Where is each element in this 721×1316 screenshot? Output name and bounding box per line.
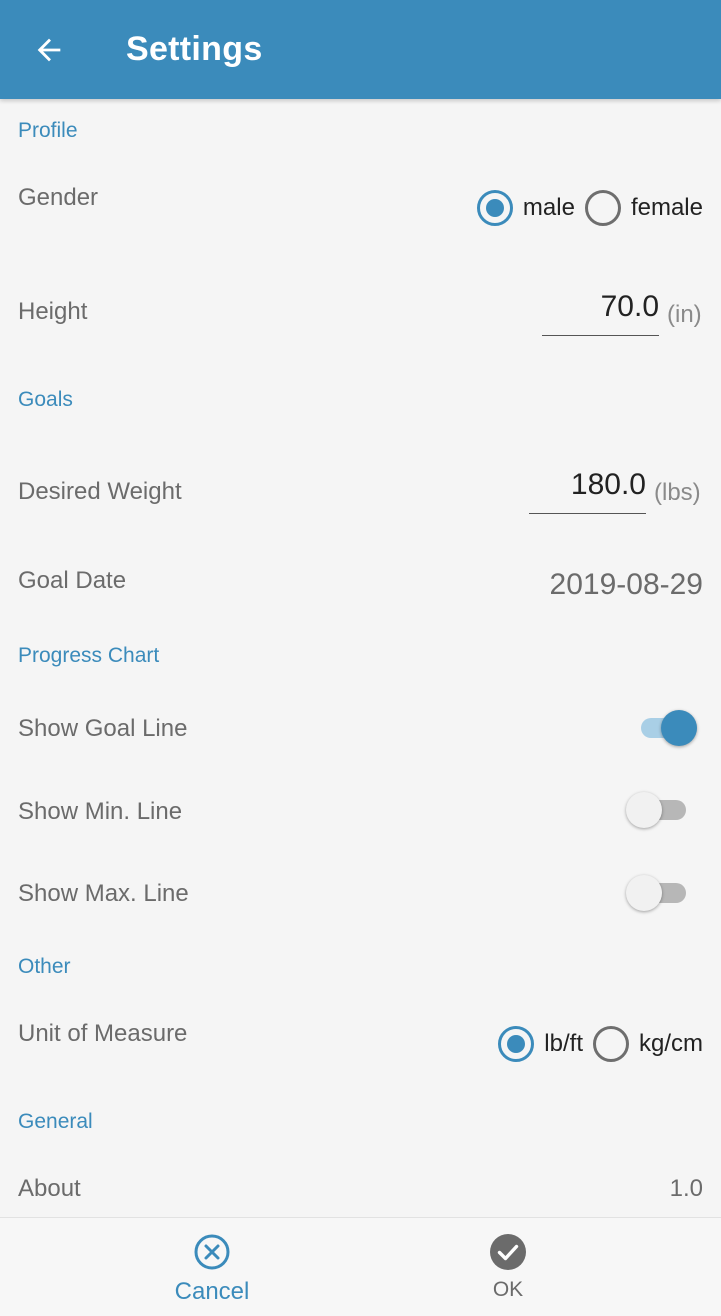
show-min-line-label: Show Min. Line (18, 798, 183, 825)
ok-button[interactable]: OK (328, 1218, 688, 1316)
radio-button-male[interactable] (476, 190, 513, 226)
bottom-action-bar: Cancel OK (0, 1217, 721, 1316)
cancel-button[interactable]: Cancel (32, 1218, 392, 1316)
toggle-thumb (626, 792, 662, 828)
ok-label: OK (492, 1278, 524, 1301)
check-circle-icon (490, 1234, 526, 1270)
desired-weight-input[interactable]: 180.0 (529, 466, 646, 514)
unit-of-measure-label: Unit of Measure (18, 1020, 188, 1047)
radio-label-kg-cm: kg/cm (638, 1030, 703, 1057)
height-unit: (in) (667, 301, 702, 328)
goal-date-label: Goal Date (18, 567, 127, 594)
section-header-profile: Profile (18, 119, 78, 142)
gender-label: Gender (18, 184, 99, 211)
goal-date-value[interactable]: 2019-08-29 (549, 568, 703, 601)
unit-option-lb-ft[interactable]: lb/ft (498, 1026, 593, 1062)
height-label: Height (18, 298, 88, 325)
back-button[interactable] (26, 27, 72, 73)
section-header-goals: Goals (18, 388, 73, 411)
radio-label-male: male (522, 194, 575, 221)
cancel-label: Cancel (174, 1278, 250, 1305)
show-max-line-label: Show Max. Line (18, 880, 189, 907)
radio-button-lb-ft[interactable] (498, 1026, 535, 1062)
app-bar: Settings (0, 0, 721, 99)
arrow-left-icon (37, 38, 61, 62)
radio-label-female: female (630, 194, 703, 221)
show-goal-line-label: Show Goal Line (18, 715, 188, 742)
gender-option-male[interactable]: male (476, 190, 585, 226)
show-min-line-toggle[interactable] (626, 791, 688, 828)
unit-radio-group: lb/ft kg/cm (498, 1026, 703, 1062)
page-title: Settings (126, 30, 263, 68)
desired-weight-label: Desired Weight (18, 478, 182, 505)
gender-option-female[interactable]: female (584, 190, 703, 226)
gender-radio-group: male female (476, 190, 703, 226)
section-header-general: General (18, 1110, 93, 1133)
radio-button-kg-cm[interactable] (592, 1026, 629, 1062)
toggle-thumb (626, 875, 662, 911)
section-header-progress-chart: Progress Chart (18, 644, 160, 667)
circle-x-icon (194, 1234, 230, 1270)
unit-option-kg-cm[interactable]: kg/cm (592, 1026, 703, 1062)
desired-weight-unit: (lbs) (654, 479, 701, 506)
about-label: About (18, 1175, 81, 1202)
radio-label-lb-ft: lb/ft (544, 1030, 583, 1057)
about-version-value: 1.0 (669, 1175, 703, 1202)
height-input[interactable]: 70.0 (542, 288, 659, 336)
radio-button-female[interactable] (584, 190, 621, 226)
show-max-line-toggle[interactable] (626, 874, 688, 911)
show-goal-line-toggle[interactable] (639, 709, 699, 746)
toggle-thumb (661, 710, 697, 746)
section-header-other: Other (18, 955, 71, 978)
